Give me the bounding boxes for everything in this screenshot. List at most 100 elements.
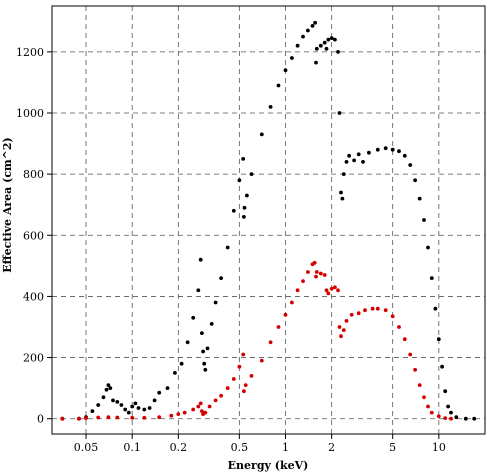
data-point (225, 386, 230, 390)
data-point (259, 132, 264, 137)
data-point (408, 352, 413, 357)
data-point (375, 147, 380, 152)
data-point (314, 60, 318, 65)
data-point (136, 406, 141, 410)
data-point (436, 414, 441, 419)
x-tick-label: 1 (282, 441, 289, 454)
data-point (301, 279, 305, 283)
data-point (397, 149, 401, 154)
data-point (242, 389, 246, 394)
data-point (433, 306, 438, 311)
data-point (413, 367, 417, 372)
y-tick-label: 1000 (16, 107, 44, 120)
data-point (322, 273, 327, 277)
data-point (200, 331, 204, 335)
data-point (60, 416, 65, 421)
y-tick-label: 200 (23, 352, 44, 365)
data-point (283, 68, 288, 73)
data-point (314, 274, 318, 279)
data-point (422, 395, 426, 400)
data-point (429, 276, 434, 280)
data-point (313, 20, 317, 25)
data-point (310, 24, 315, 28)
x-tick-label: 2 (328, 441, 335, 454)
data-point (276, 325, 281, 329)
data-point (333, 285, 337, 290)
data-point (446, 404, 450, 409)
data-point (142, 407, 147, 412)
data-point (179, 361, 184, 366)
data-point (408, 163, 413, 167)
series-1 (60, 20, 477, 421)
data-point (196, 404, 201, 409)
data-point (290, 56, 294, 60)
data-point (329, 36, 334, 40)
data-point (213, 300, 218, 305)
data-point (90, 409, 95, 413)
data-point (198, 257, 203, 262)
data-point (347, 153, 351, 158)
data-point (241, 157, 246, 161)
y-axis-title: Effective Area (cm^2) (1, 137, 14, 273)
data-point (130, 415, 135, 420)
data-point (142, 415, 147, 420)
data-point (463, 416, 468, 421)
x-axis-title: Energy (keV) (228, 459, 309, 472)
data-point (106, 415, 111, 420)
data-point (417, 383, 422, 387)
data-point (173, 371, 177, 375)
data-point (436, 337, 441, 342)
data-point (203, 367, 208, 372)
data-point (336, 288, 340, 293)
data-point (336, 50, 340, 54)
data-point (237, 178, 242, 183)
data-point (422, 218, 426, 222)
data-point (185, 340, 190, 345)
data-point (367, 150, 371, 155)
data-point (390, 147, 395, 152)
data-point (322, 40, 327, 45)
data-point (191, 315, 196, 320)
data-point (213, 398, 218, 403)
data-point (440, 364, 444, 369)
data-point (219, 276, 224, 280)
data-point (329, 286, 334, 291)
data-point (225, 245, 230, 250)
data-point (191, 407, 196, 412)
data-point (165, 386, 170, 390)
data-point (196, 288, 201, 293)
data-point (203, 410, 208, 415)
data-point (337, 325, 342, 329)
data-point (249, 172, 254, 177)
data-point (341, 328, 346, 332)
data-point (198, 401, 203, 406)
y-tick-label: 800 (23, 168, 44, 181)
x-tick-label: 0.05 (74, 441, 99, 454)
x-tick-label: 0.1 (123, 441, 141, 454)
data-point (96, 403, 101, 407)
data-point (383, 308, 388, 313)
data-point (243, 383, 248, 387)
data-point (241, 352, 246, 357)
data-point (259, 358, 264, 363)
data-point (182, 410, 187, 415)
data-point (326, 37, 331, 42)
data-point (312, 260, 317, 265)
data-point (326, 291, 331, 296)
data-point (337, 111, 342, 115)
data-point (104, 387, 109, 392)
data-point (130, 404, 135, 409)
data-point (341, 172, 346, 177)
data-point (356, 152, 361, 157)
series-2 (60, 260, 453, 421)
data-point (306, 28, 310, 33)
data-point (356, 311, 361, 316)
data-point (101, 395, 106, 400)
data-point (429, 410, 434, 415)
data-point (157, 415, 162, 420)
data-point (200, 409, 204, 413)
data-point (96, 415, 101, 420)
data-point (205, 346, 210, 351)
data-point (449, 410, 453, 415)
